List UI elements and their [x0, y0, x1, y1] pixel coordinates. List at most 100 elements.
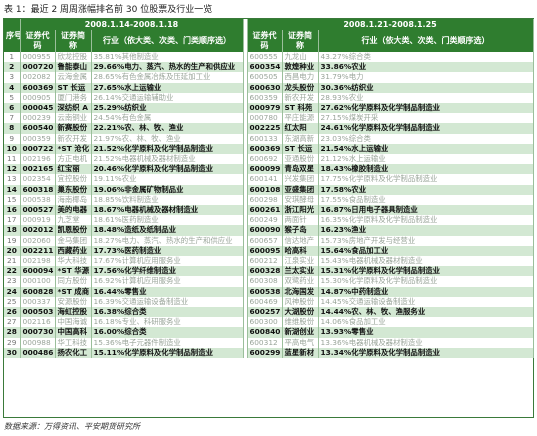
left-code: 000538: [20, 194, 56, 206]
table-row: 8 600540 新赛股份 22.21%农、林、牧、渔业 002225 红太阳 24.61%…: [4, 123, 534, 134]
left-name: 巢东股份: [55, 184, 92, 195]
table-row: 9 000359 新农开发 21.97%农、林、牧、渔业 600133 东湖高新 23.03…: [4, 133, 534, 144]
left-name: 海南椰岛: [55, 194, 92, 206]
left-industry: 24.54%有色金属: [91, 113, 244, 124]
left-industry: 19.06%非金属矿物制品业: [91, 184, 244, 195]
right-industry: 14.45%交通运输设备制造业: [318, 296, 534, 308]
period-header-row: 序号 2008.1.14-2008.1.18 2008.1.21-2008.1.…: [4, 19, 534, 52]
column-gap: [243, 103, 248, 114]
ranking-table: 序号 2008.1.14-2008.1.18 2008.1.21-2008.1.…: [4, 19, 534, 359]
right-code: 600141: [247, 174, 283, 185]
column-gap: [243, 194, 248, 206]
left-name: 红宝丽: [55, 164, 92, 175]
right-code: 600469: [247, 296, 283, 308]
row-seq: 11: [4, 154, 21, 165]
left-code: 002198: [20, 256, 56, 267]
row-seq: 2: [4, 62, 21, 73]
row-seq: 9: [4, 133, 21, 144]
column-gap: [243, 174, 248, 185]
right-name: 大湖股份: [282, 307, 319, 318]
row-seq: 19: [4, 235, 21, 246]
row-seq: 20: [4, 245, 21, 257]
right-industry: 33.86%农业: [318, 62, 534, 73]
table-row: 10 000722 *ST 沧化 21.52%化学原料及化学制品制造业 600369 ST…: [4, 143, 534, 155]
left-name: 凯恩股份: [55, 225, 92, 236]
left-name: 云南铜业: [55, 113, 92, 124]
code-header-left: 证券代码: [20, 30, 56, 52]
right-industry: 43.27%综合类: [318, 52, 534, 63]
left-name: 新赛股份: [55, 123, 92, 134]
right-name: 东湖高新: [282, 133, 319, 144]
table-row: 26 000503 海虹控股 16.38%综合类 600257 大湖股份 14.44%农、林…: [4, 307, 534, 318]
right-name: 浙江阳光: [282, 205, 319, 216]
table-row: 4 600369 ST 长运 27.65%水上运输业 600630 龙头股份 30.36%纺…: [4, 82, 534, 93]
right-code: 600257: [247, 307, 283, 318]
left-industry: 16.39%交通运输设备制造业: [91, 296, 244, 308]
left-code: 000486: [20, 347, 56, 359]
right-code: 000780: [247, 113, 283, 124]
row-seq: 18: [4, 225, 21, 236]
left-name: 宜控股份: [55, 174, 92, 185]
column-gap: [243, 123, 248, 134]
row-seq: 25: [4, 296, 21, 308]
column-gap: [243, 184, 248, 195]
right-name: 敦煌种业: [282, 62, 319, 73]
right-industry: 23.03%综合类: [318, 133, 534, 144]
table-row: 6 000045 深纺织 A 25.29%纺织业 000979 ST 科苑 27.62%化学…: [4, 103, 534, 114]
table-row: 25 000337 安源股份 16.39%交通运输设备制造业 600469 风神股份 14.…: [4, 296, 534, 308]
left-industry: 18.48%造纸及纸制品业: [91, 225, 244, 236]
right-industry: 15.73%房地产开发与经营业: [318, 235, 534, 246]
row-seq: 17: [4, 215, 21, 226]
left-industry: 27.65%水上运输业: [91, 82, 244, 93]
column-gap: [243, 72, 248, 83]
right-industry: 14.87%中药制造业: [318, 286, 534, 297]
row-seq: 29: [4, 337, 21, 348]
left-industry: 17.73%医药制造业: [91, 245, 244, 257]
left-code: 000359: [20, 133, 56, 144]
left-code: 000955: [20, 52, 56, 63]
left-code: 002165: [20, 164, 56, 175]
right-code: 600312: [247, 337, 283, 348]
right-name: 新农开发: [282, 92, 319, 104]
column-gap: [243, 317, 248, 328]
table-row: 20 002211 西藏药业 17.73%医药制造业 600095 哈高科 15.64%食品…: [4, 245, 534, 257]
period-right: 2008.1.21-2008.1.25: [247, 19, 534, 30]
table-row: 29 000988 华工科技 15.36%电子元器件制造业 600312 平高电气 13.3…: [4, 337, 534, 348]
left-name: 华大科技: [55, 256, 92, 267]
left-name: 九芝堂: [55, 215, 92, 226]
row-seq: 14: [4, 184, 21, 195]
left-code: 000239: [20, 113, 56, 124]
left-code: 000905: [20, 92, 56, 104]
left-industry: 22.21%农、林、牧、渔业: [91, 123, 244, 134]
right-code: 600555: [247, 52, 283, 63]
left-name: 中国海诚: [55, 317, 92, 328]
row-seq: 26: [4, 307, 21, 318]
row-seq: 27: [4, 317, 21, 328]
left-name: 同方股份: [55, 276, 92, 287]
table-row: 23 000100 同方股份 16.92%计算机应用服务业 600308 双鹭药业 15.3…: [4, 276, 534, 287]
column-gap: [243, 235, 248, 246]
right-industry: 17.58%农业: [318, 184, 534, 195]
left-name: 海虹控股: [55, 307, 92, 318]
right-code: 600108: [247, 184, 283, 195]
right-code: 600505: [247, 72, 283, 83]
left-name: ST 长运: [55, 82, 92, 93]
right-code: 000979: [247, 103, 283, 114]
row-seq: 7: [4, 113, 21, 124]
right-code: 600212: [247, 256, 283, 267]
right-industry: 15.31%化学原料及化学制品制造业: [318, 266, 534, 277]
table-row: 15 000538 海南椰岛 18.85%饮料制造业 600298 安琪酵母 17.55%食…: [4, 194, 534, 206]
right-name: 北海国发: [282, 286, 319, 297]
right-code: 600298: [247, 194, 283, 206]
right-code: 600354: [247, 62, 283, 73]
left-industry: 35.81%其他制造业: [91, 52, 244, 63]
right-name: 九龙山: [282, 52, 319, 63]
right-industry: 24.61%化学原料及化学制品制造业: [318, 123, 534, 134]
right-industry: 21.12%水上运输业: [318, 154, 534, 165]
right-industry: 31.79%电力: [318, 72, 534, 83]
right-name: 兰太实业: [282, 266, 319, 277]
column-gap: [243, 154, 248, 165]
right-industry: 15.64%食品加工业: [318, 245, 534, 257]
right-name: 维维股份: [282, 317, 319, 328]
row-seq: 3: [4, 72, 21, 83]
